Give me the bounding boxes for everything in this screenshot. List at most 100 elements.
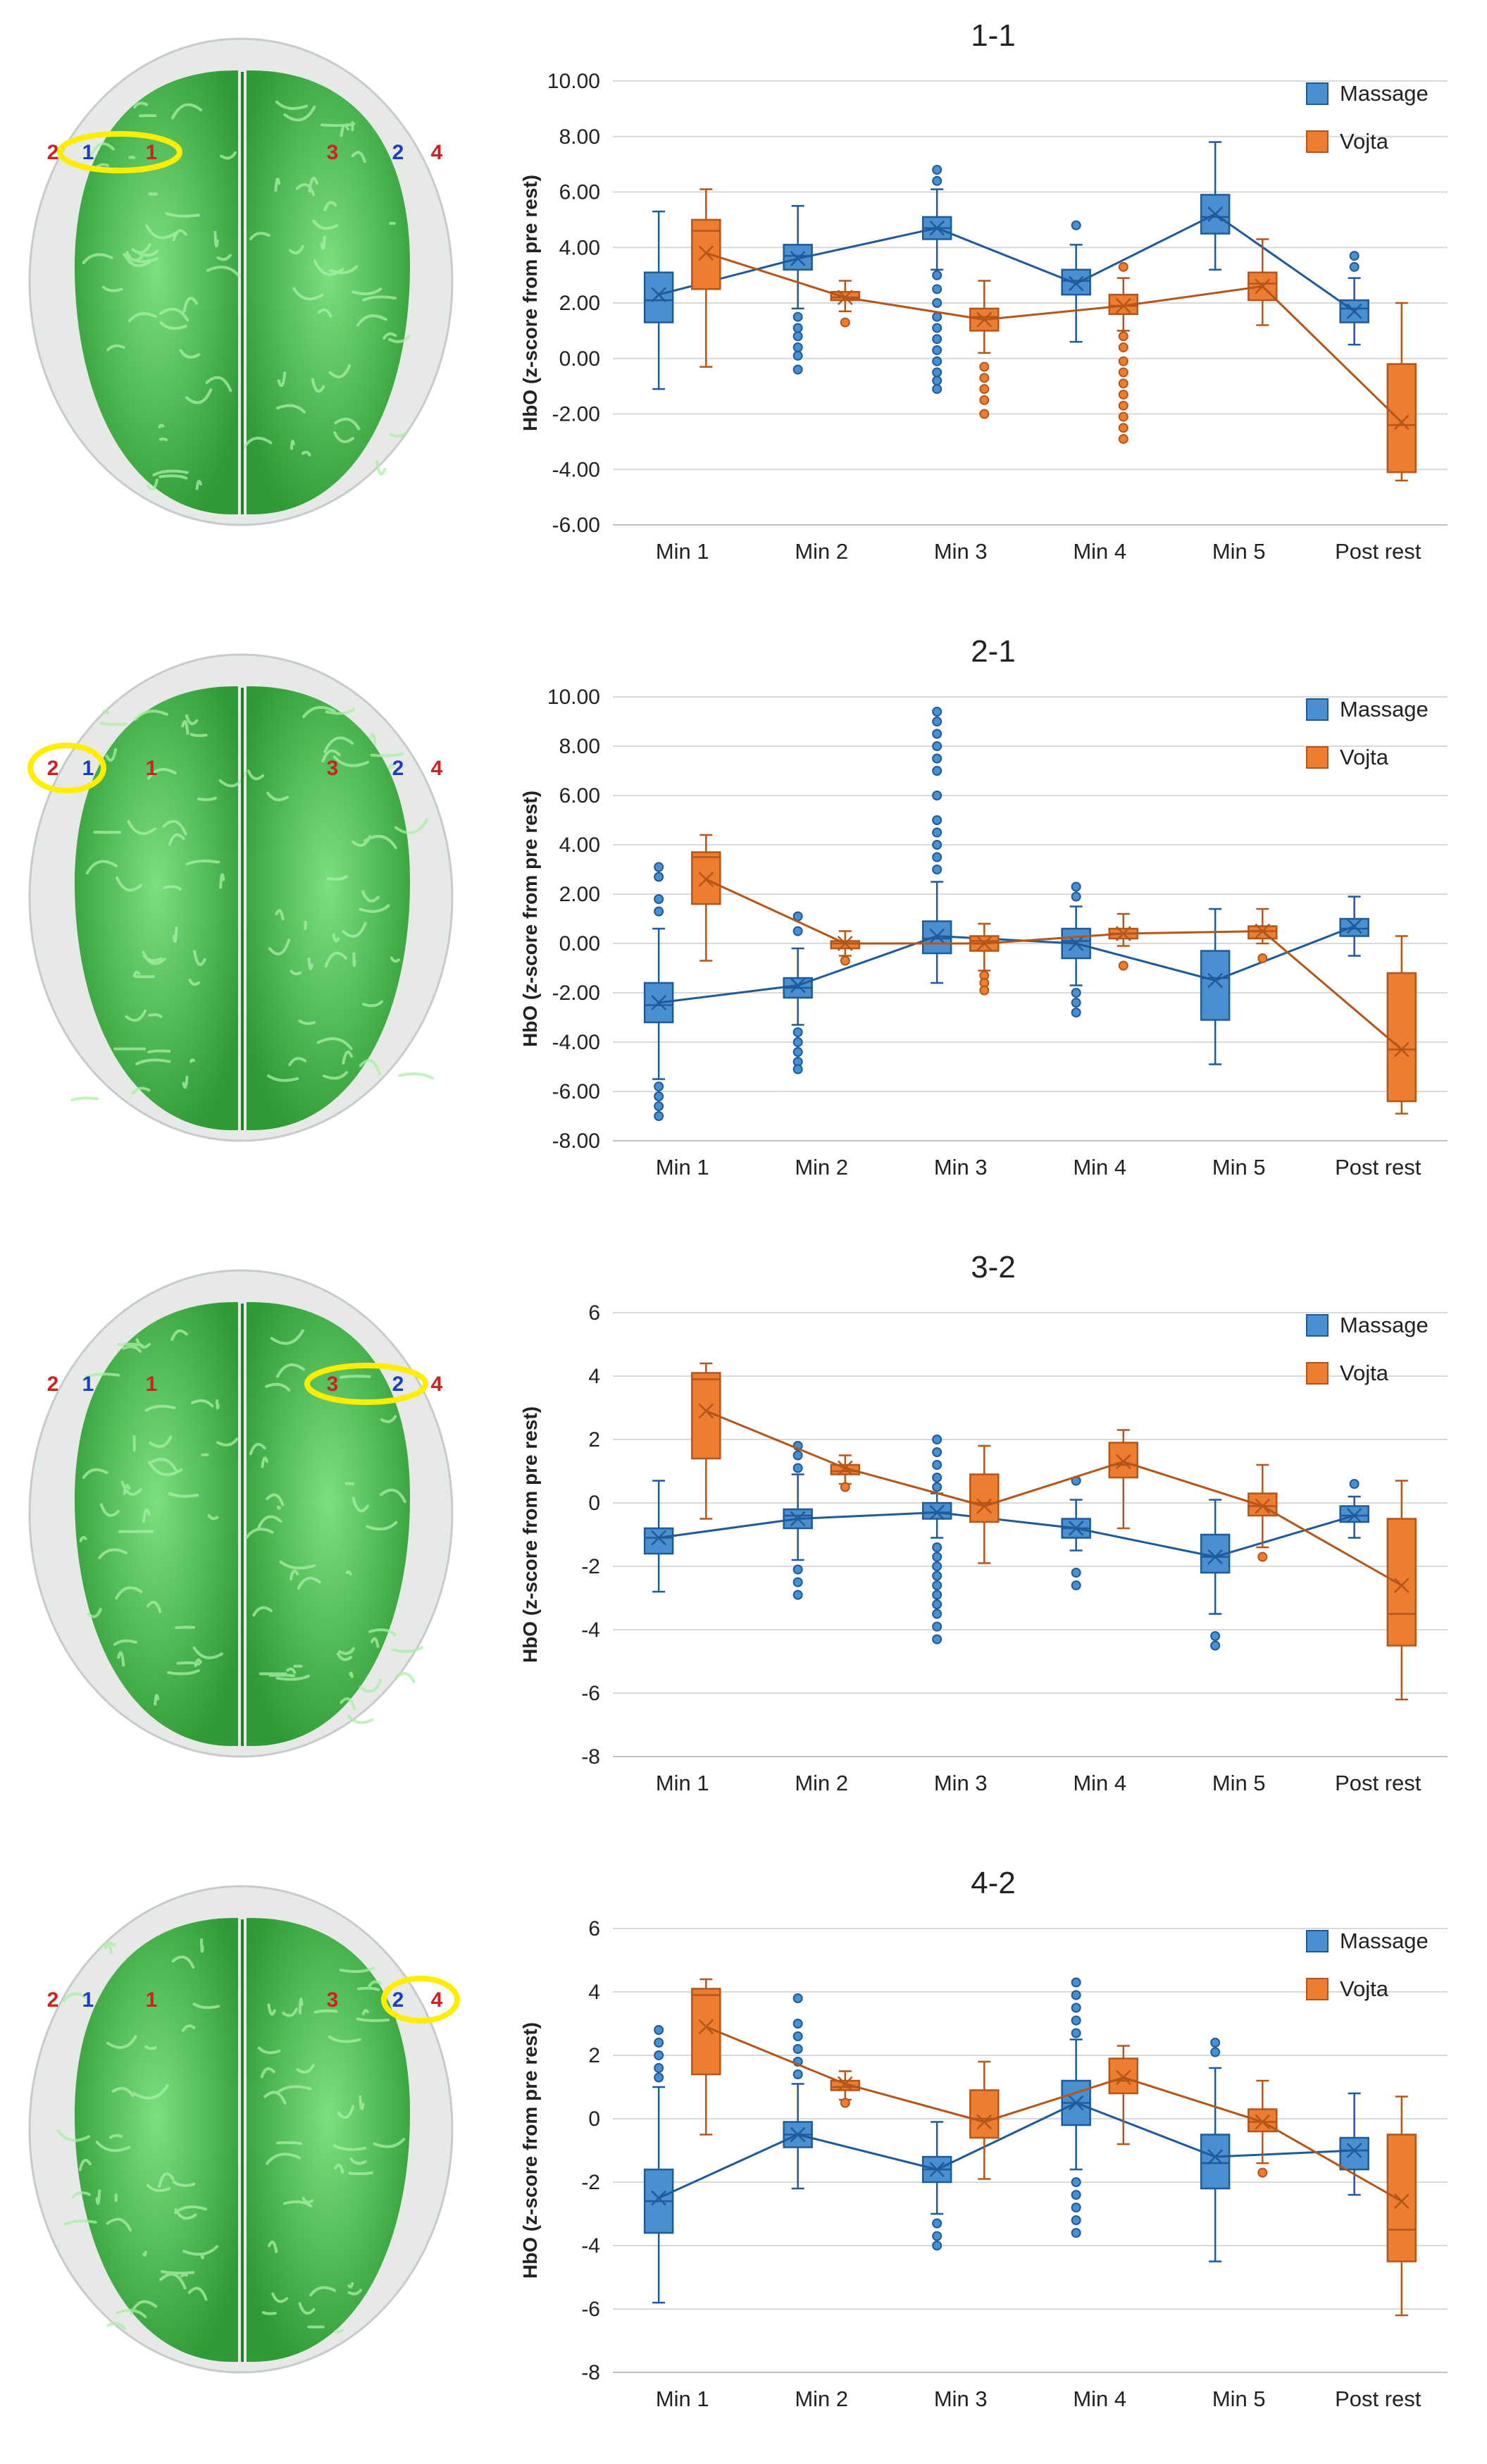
outlier-point [932,1621,942,1632]
x-tick-label: Min 2 [795,2386,848,2411]
outlier-point [932,1590,942,1600]
box-iqr [643,271,674,323]
outlier-point [1349,1479,1360,1489]
outlier-point [1118,400,1128,411]
legend-swatch [1306,746,1329,769]
outlier-point [654,1101,664,1111]
gyri-texture [70,705,434,1102]
outlier-point [840,2098,850,2108]
box-iqr [643,1527,674,1555]
x-tick-label: Min 3 [934,1771,988,1795]
outlier-point [932,852,942,862]
outlier-point [932,840,942,850]
outlier-point [979,985,990,996]
outlier-point [932,1460,942,1470]
series-vojta [691,1362,1417,1701]
channel-label-l4: 4 [431,757,443,780]
outlier-point [932,865,942,874]
outlier-point [792,1463,803,1473]
right-hemisphere [247,70,411,514]
x-tick-label: Min 5 [1212,2386,1266,2411]
outlier-point [792,323,803,333]
mean-marker [1346,2143,1362,2158]
outlier-point [1210,2047,1221,2057]
box-iqr [830,2079,861,2091]
legend-label: Massage [1340,1313,1429,1337]
outlier-point [1071,891,1081,902]
outlier-point [1071,998,1081,1008]
series-vojta [691,1978,1417,2317]
outlier-point [792,1993,803,2003]
outlier-point [654,2063,664,2073]
outlier-point [1071,881,1081,892]
outlier-point [654,906,664,917]
y-tick-label: 2.00 [559,883,600,906]
chart-title: 2-1 [971,634,1016,669]
channel-label-l2: 2 [47,757,59,780]
outlier-point [792,1577,803,1587]
outlier-point [932,384,942,395]
outlier-point [979,373,990,383]
outlier-point [932,1634,942,1645]
outlier-point [932,2231,942,2241]
mean-line [705,2026,1402,2203]
y-tick-label: -4 [581,1618,600,1642]
box-iqr [1108,2057,1139,2095]
outlier-point [932,741,942,751]
outlier-point [654,2050,664,2060]
outlier-point [932,753,942,764]
y-tick-label: -8.00 [552,1129,600,1153]
outlier-point [1071,2228,1081,2238]
outlier-point [979,361,990,372]
outlier-point [1118,389,1128,400]
y-tick-label: 4 [588,1981,600,2004]
x-tick-label: Min 4 [1073,539,1126,564]
y-axis-label: HbO (z-score from pre rest) [519,175,541,431]
outlier-point [1071,220,1081,230]
y-tick-label: 6.00 [559,784,600,807]
outlier-point [932,1542,942,1552]
outlier-point [932,323,942,333]
outlier-point [1071,2203,1081,2212]
channel-label-l1b: 1 [82,757,94,780]
outlier-point [932,1580,942,1590]
outlier-point [1118,423,1128,433]
y-tick-label: -6 [581,1682,600,1705]
x-tick-label: Min 1 [656,1771,709,1795]
outlier-point [1071,1990,1081,2000]
box-iqr [830,291,861,302]
legend-label: Massage [1340,81,1429,106]
series-massage [643,1435,1369,1651]
y-axis-label: HbO (z-score from pre rest) [519,2022,541,2279]
x-tick-label: Min 1 [656,2386,709,2411]
outlier-point [979,384,990,395]
outlier-point [792,2031,803,2041]
boxplot-chart-3-2: 3-2 -8 -6 -4 -2 0 2 4 6 HbO (z-score from pre res… [519,1250,1448,1795]
box-iqr [783,244,813,271]
outlier-point [792,1027,803,1037]
outlier-point [1118,367,1128,378]
outlier-point [932,270,942,280]
series-massage [643,141,1369,395]
channel-label-l3: 3 [327,757,339,780]
mean-marker [1346,303,1362,319]
outlier-point [1349,261,1360,272]
chart-title: 1-1 [971,18,1016,53]
channel-label-l1r: 1 [146,757,158,780]
outlier-point [1118,342,1128,352]
outlier-point [932,2218,942,2229]
x-tick-label: Post rest [1335,2386,1421,2411]
outlier-point [932,376,942,386]
outlier-point [1071,1977,1081,1988]
outlier-point [654,1082,664,1091]
outlier-point [792,331,803,342]
box-iqr [1339,2136,1369,2171]
outlier-point [932,717,942,726]
channel-highlight-ellipse [27,743,106,793]
channel-label-l1r: 1 [146,1988,158,2012]
channel-label-l1r: 1 [146,141,158,164]
outlier-point [1071,2190,1081,2200]
